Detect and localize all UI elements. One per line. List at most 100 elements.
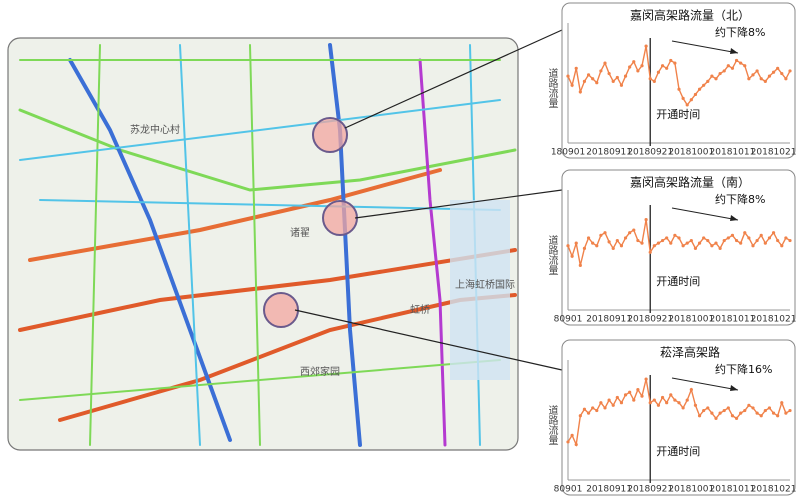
data-point bbox=[599, 69, 603, 73]
data-point bbox=[611, 246, 615, 250]
data-point bbox=[730, 233, 735, 237]
data-point bbox=[759, 77, 763, 81]
data-point bbox=[788, 238, 792, 243]
data-point bbox=[780, 401, 784, 405]
data-point bbox=[747, 403, 751, 407]
annotation: 约下降8% bbox=[715, 25, 765, 39]
data-point bbox=[697, 414, 702, 418]
data-point bbox=[788, 69, 792, 73]
data-point bbox=[615, 238, 619, 243]
data-point bbox=[673, 398, 677, 402]
data-point bbox=[681, 406, 685, 410]
data-point bbox=[673, 61, 677, 65]
x-tick-label: 180901 bbox=[551, 148, 585, 158]
data-point bbox=[640, 241, 644, 245]
x-tick-label: 80901 bbox=[554, 485, 583, 495]
data-point bbox=[591, 77, 595, 81]
event-label: 开通时间 bbox=[656, 108, 700, 121]
data-point bbox=[710, 411, 714, 415]
data-point bbox=[788, 408, 792, 413]
map-label: 诸翟 bbox=[290, 227, 310, 239]
data-point bbox=[660, 64, 665, 68]
annotation: 约下降8% bbox=[715, 192, 765, 206]
data-point bbox=[648, 250, 652, 254]
data-point bbox=[611, 403, 615, 407]
map-label: 虹桥 bbox=[410, 304, 430, 316]
data-point bbox=[693, 92, 698, 97]
data-point bbox=[623, 74, 628, 78]
data-point bbox=[636, 238, 640, 243]
data-point bbox=[607, 71, 611, 76]
data-point bbox=[665, 401, 669, 405]
chart-frame bbox=[561, 339, 796, 496]
data-point bbox=[751, 73, 755, 77]
highlight-circle bbox=[263, 292, 299, 328]
data-point bbox=[718, 71, 722, 76]
data-point bbox=[685, 241, 689, 245]
data-point bbox=[669, 393, 673, 397]
chart-title: 嘉闵高架路流量（北） bbox=[630, 8, 750, 23]
data-point bbox=[763, 79, 767, 83]
data-point bbox=[607, 398, 611, 402]
data-point bbox=[751, 244, 755, 248]
data-point bbox=[603, 61, 607, 65]
connector-lines bbox=[294, 29, 563, 371]
data-point bbox=[623, 236, 628, 240]
data-point bbox=[566, 440, 570, 444]
data-point bbox=[603, 406, 607, 410]
data-point bbox=[689, 238, 693, 243]
highlight-circle bbox=[322, 200, 358, 236]
data-point bbox=[730, 66, 735, 70]
data-point bbox=[780, 244, 784, 248]
highlight-circle bbox=[312, 117, 348, 153]
data-point bbox=[714, 416, 718, 420]
data-point bbox=[697, 241, 702, 245]
data-point bbox=[693, 246, 698, 250]
data-point bbox=[582, 246, 587, 250]
data-point bbox=[726, 236, 730, 240]
data-point bbox=[685, 103, 689, 107]
data-point bbox=[586, 411, 591, 415]
data-point bbox=[599, 233, 603, 237]
data-point bbox=[648, 77, 652, 81]
data-point bbox=[739, 411, 743, 415]
data-point bbox=[632, 228, 636, 232]
y-axis-label: 道路流量 bbox=[546, 234, 558, 275]
data-point bbox=[566, 74, 570, 78]
data-point bbox=[574, 66, 578, 70]
map-labels: 苏龙中心村 诸翟 西郊家园 上海虹桥国际 虹桥 bbox=[130, 123, 515, 378]
data-point bbox=[615, 395, 619, 400]
data-point bbox=[599, 401, 603, 405]
data-point bbox=[734, 238, 739, 243]
x-tick-label: 20181011 bbox=[710, 148, 756, 158]
data-point bbox=[693, 403, 698, 407]
data-point bbox=[640, 394, 644, 398]
data-point bbox=[648, 401, 652, 405]
data-point bbox=[689, 98, 693, 102]
map-label: 上海虹桥国际 bbox=[455, 278, 515, 291]
data-point bbox=[767, 406, 772, 410]
data-point bbox=[743, 408, 747, 413]
map-label: 苏龙中心村 bbox=[130, 123, 180, 136]
data-point bbox=[739, 241, 743, 245]
data-point bbox=[776, 414, 780, 418]
x-tick-label: 20181021 bbox=[751, 315, 797, 325]
data-point bbox=[714, 241, 718, 245]
data-point bbox=[677, 236, 681, 240]
data-point bbox=[718, 246, 722, 250]
data-point bbox=[714, 77, 718, 81]
x-tick-label: 20180911 bbox=[586, 485, 632, 495]
data-point bbox=[776, 238, 780, 243]
data-point bbox=[619, 401, 624, 405]
chart-frame bbox=[561, 2, 796, 159]
data-point bbox=[619, 83, 624, 87]
data-point bbox=[767, 236, 772, 240]
data-point bbox=[780, 71, 784, 76]
data-point bbox=[706, 406, 710, 410]
x-tick-label: 20181001 bbox=[668, 485, 714, 495]
x-tick-label: 20181011 bbox=[710, 315, 756, 325]
chart-title: 嘉闵高架路流量（南） bbox=[630, 175, 750, 190]
data-point bbox=[755, 411, 759, 415]
data-point bbox=[578, 263, 582, 267]
